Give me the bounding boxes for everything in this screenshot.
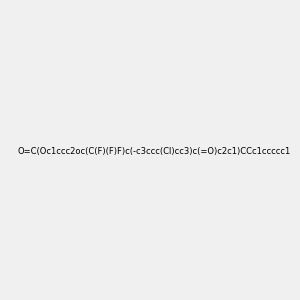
Text: O=C(Oc1ccc2oc(C(F)(F)F)c(-c3ccc(Cl)cc3)c(=O)c2c1)CCc1ccccc1: O=C(Oc1ccc2oc(C(F)(F)F)c(-c3ccc(Cl)cc3)c… — [17, 147, 290, 156]
